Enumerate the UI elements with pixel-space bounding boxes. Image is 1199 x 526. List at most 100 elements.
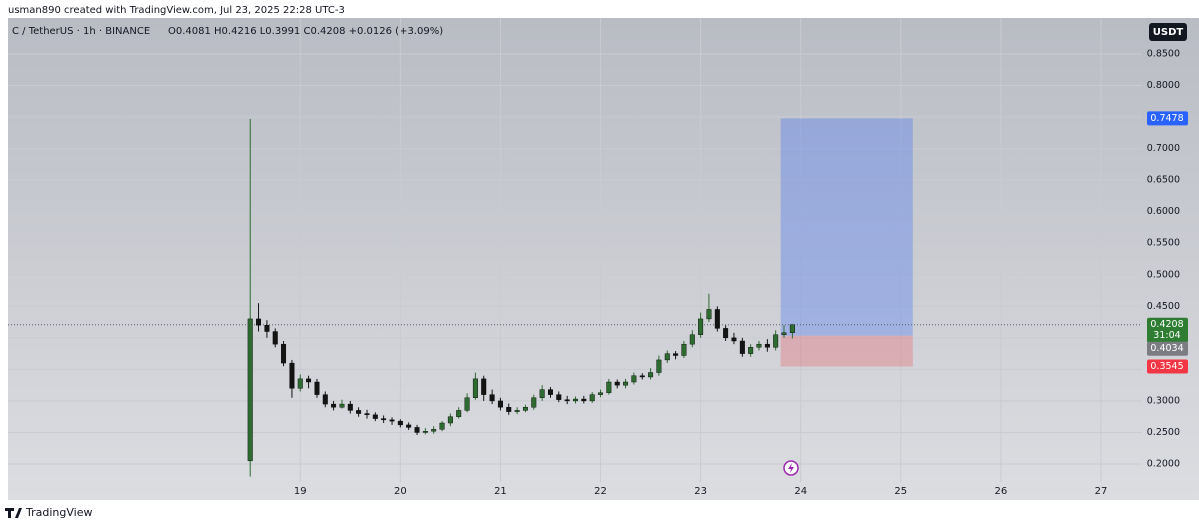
y-tick-label: 0.3000 [1147, 395, 1180, 406]
candle-body [414, 427, 420, 433]
x-tick-label: 26 [995, 486, 1008, 497]
candle-body [573, 398, 578, 402]
candle-body [497, 400, 503, 408]
last-price-tag: 0.4208 [1150, 319, 1183, 330]
candle-body [589, 394, 595, 402]
candle-body [731, 337, 737, 342]
candle-body [372, 414, 378, 419]
loss-zone [780, 335, 913, 367]
candle-body [748, 347, 754, 354]
candle-body [648, 372, 654, 378]
candle-body [489, 394, 495, 402]
candle-body [247, 318, 253, 462]
y-tick-label: 0.4500 [1147, 301, 1180, 312]
x-tick-label: 19 [294, 486, 307, 497]
symbol: C / TetherUS · 1h · BINANCE [12, 26, 150, 37]
candle-body [739, 340, 745, 354]
icon-bolt [788, 463, 794, 473]
candle-body [397, 420, 403, 426]
candle-body [614, 381, 620, 386]
x-tick-label: 24 [794, 486, 807, 497]
candle-body [706, 309, 712, 320]
candle-body [339, 403, 345, 408]
candle-body [689, 334, 695, 345]
countdown: 31:04 [1153, 330, 1180, 341]
y-tick-label: 0.6000 [1147, 206, 1180, 217]
candle-body [297, 378, 303, 389]
plot-layer: 0.20000.25000.30000.35000.40000.45000.50… [8, 18, 1188, 497]
candle-body [256, 318, 262, 326]
candle-body [289, 362, 295, 389]
x-tick-label: 21 [494, 486, 507, 497]
candle-body [764, 343, 770, 348]
x-tick-label: 20 [394, 486, 407, 497]
candle-body [639, 375, 645, 378]
candle-body [631, 375, 637, 383]
candle-body [464, 397, 470, 411]
x-tick-label: 22 [594, 486, 607, 497]
candle-body [531, 397, 537, 408]
chart-background [8, 18, 1199, 500]
candle-body [673, 353, 679, 356]
candle-body [547, 389, 553, 395]
x-tick-label: 25 [894, 486, 907, 497]
candle-body [514, 410, 520, 412]
candle-body [723, 328, 729, 339]
candle-body [773, 334, 779, 348]
candle-body [406, 424, 412, 428]
credit: usman890 created with TradingView.com, J… [8, 5, 345, 16]
candle-body [281, 343, 287, 364]
y-tick-label: 0.6500 [1147, 175, 1180, 186]
candle-body [664, 353, 670, 361]
candle-body [781, 332, 787, 335]
candle-body [656, 359, 662, 373]
stop-price-tag-bg [1147, 359, 1188, 374]
y-tick-label: 0.7000 [1147, 143, 1180, 154]
candle-body [264, 325, 270, 332]
currency-label: USDT [1153, 27, 1184, 38]
candle-body [389, 419, 395, 422]
candle-body [431, 429, 437, 432]
brand[interactable]: TradingView [5, 506, 92, 519]
candle-body [556, 394, 562, 400]
x-tick-label: 23 [694, 486, 707, 497]
candle-body [306, 378, 312, 383]
last-price-tag-bg [1147, 317, 1188, 343]
profit-zone [780, 118, 913, 336]
currency-button-bg [1149, 23, 1187, 41]
candle-body [522, 407, 528, 411]
candle-body [447, 416, 453, 424]
candle-body [581, 398, 587, 402]
lightning-icon[interactable] [783, 460, 799, 476]
candle-body [698, 318, 704, 335]
candle-body [347, 403, 353, 411]
candle-body [564, 399, 570, 402]
candle-body [539, 389, 545, 398]
candle-body [422, 431, 428, 433]
y-tick-label: 0.5000 [1147, 269, 1180, 280]
y-tick-label: 0.5500 [1147, 238, 1180, 249]
brand-logo [5, 508, 22, 518]
entry-price-tag: 0.4034 [1150, 343, 1183, 354]
brand-name: TradingView [25, 506, 92, 519]
candle-body [272, 331, 278, 345]
y-tick-label: 0.2000 [1147, 459, 1180, 470]
currency-button[interactable]: USDT [1149, 23, 1187, 41]
candle-body [756, 343, 762, 348]
candle-body [481, 378, 487, 395]
candle-body [714, 309, 720, 329]
y-tick-label: 0.2500 [1147, 427, 1180, 438]
candle-body [331, 403, 337, 408]
target-price-tag-bg [1147, 111, 1188, 126]
ohlc: O0.4081 H0.4216 L0.3991 C0.4208 +0.0126 … [168, 26, 443, 37]
candle-body [598, 392, 604, 395]
stop-price-tag: 0.3545 [1150, 361, 1183, 372]
x-tick-label: 27 [1095, 486, 1108, 497]
candle-body [356, 410, 362, 414]
candle-body [381, 418, 387, 421]
candle-body [681, 343, 687, 356]
candle-body [314, 381, 320, 395]
candle-body [623, 381, 629, 386]
